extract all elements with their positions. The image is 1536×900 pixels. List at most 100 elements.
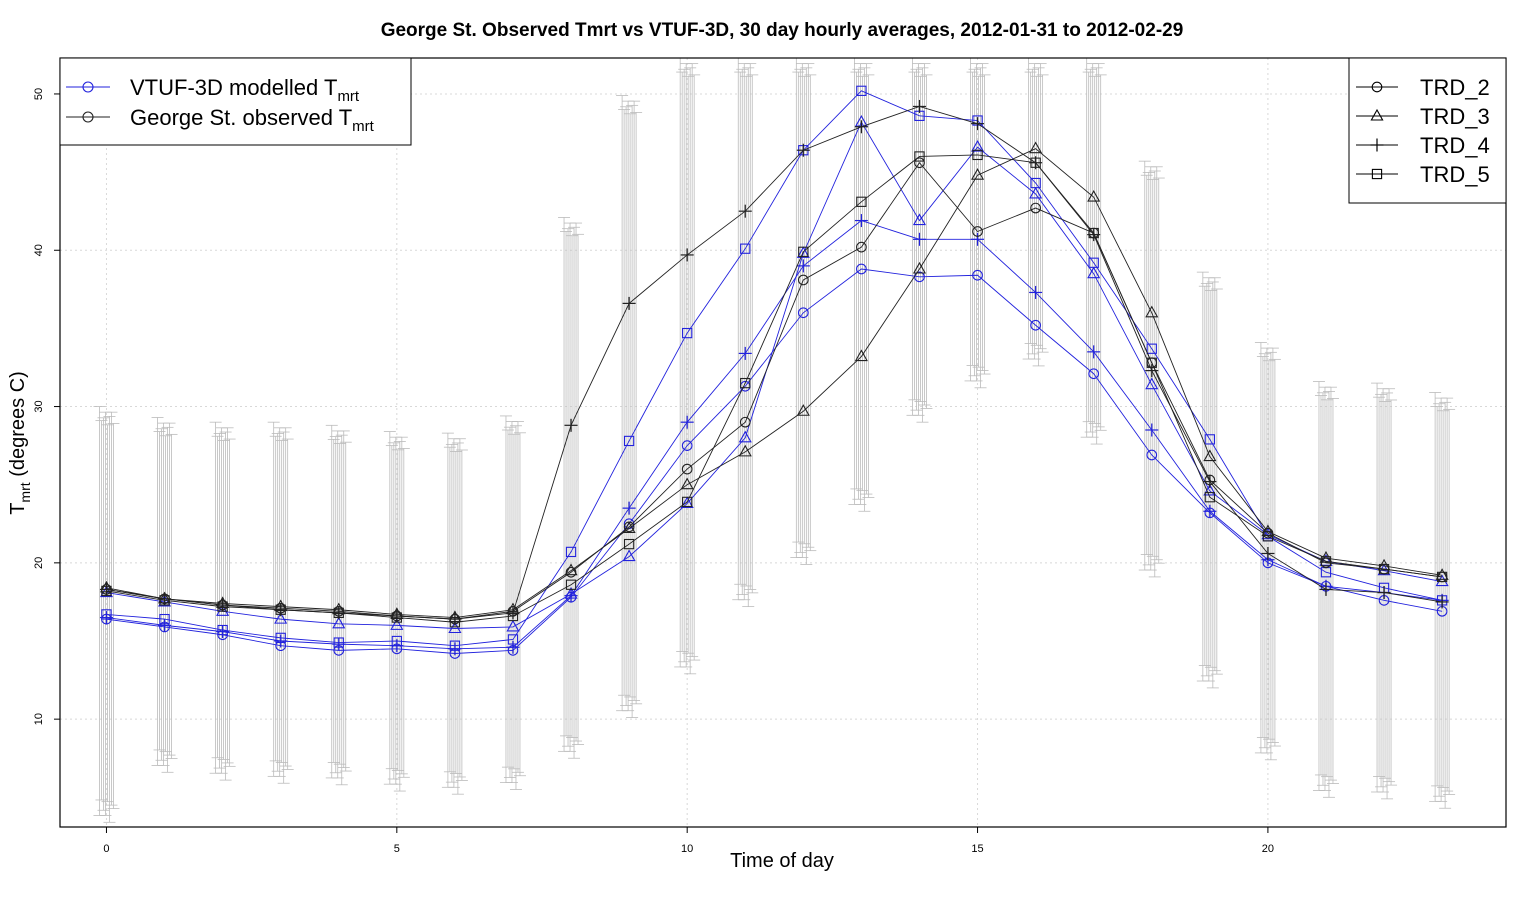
data-point-circle [972, 269, 983, 281]
data-point-square [740, 377, 751, 389]
data-point-triangle [1145, 305, 1159, 318]
data-point-square [565, 579, 577, 590]
data-point-plus [854, 214, 868, 228]
data-point-plus [564, 589, 578, 603]
legend-site-label: TRD_3 [1420, 104, 1490, 129]
legend-site-entry: TRD_2 [1356, 75, 1490, 100]
legend-source-label: VTUF-3D modelled Tmrt [130, 75, 360, 105]
data-point-triangle [1261, 524, 1275, 537]
data-point-triangle [506, 619, 520, 632]
data-point-square [391, 635, 402, 647]
legend-circle-marker [82, 81, 94, 93]
data-point-triangle [738, 430, 752, 443]
grid [60, 58, 1506, 827]
data-point-triangle [448, 621, 462, 634]
series-observed-trd5 [101, 149, 1448, 628]
series-observed-trd2 [101, 157, 1448, 625]
data-point-circle [681, 463, 693, 475]
data-point-triangle [216, 604, 230, 616]
legend-source-label: George St. observed Tmrt [130, 105, 375, 135]
data-point-circle [1030, 319, 1041, 331]
data-point-triangle [1029, 141, 1043, 154]
data-point-plus [912, 232, 926, 246]
data-point-square [1030, 157, 1041, 168]
data-point-plus [1261, 546, 1275, 560]
data-point-square [682, 327, 693, 339]
x-tick-label: 10 [681, 843, 693, 855]
y-tick-label: 20 [33, 557, 45, 569]
data-point-triangle [680, 496, 694, 509]
series-modelled-trd3 [99, 114, 1449, 634]
data-point-circle [681, 440, 693, 451]
data-point-square [740, 243, 751, 254]
legend-marker-square [1371, 168, 1383, 180]
data-point-square [275, 604, 286, 615]
data-point-square [1088, 257, 1099, 268]
series-line [106, 161, 1443, 620]
data-point-circle [797, 307, 809, 319]
data-point-triangle [622, 549, 636, 562]
x-tick-label: 20 [1262, 843, 1274, 855]
legend-marker-circle [1371, 81, 1383, 93]
series-layer [99, 85, 1449, 659]
data-point-square [856, 196, 867, 207]
series-line [106, 148, 1443, 619]
data-point-square [1088, 227, 1099, 239]
x-axis-title: Time of day [730, 850, 834, 872]
data-point-triangle [1435, 568, 1449, 580]
data-point-circle [856, 241, 867, 253]
data-point-square [449, 640, 461, 651]
data-point-plus [680, 415, 694, 429]
data-point-plus [971, 117, 985, 131]
data-point-square [798, 246, 809, 257]
data-point-plus [680, 248, 694, 262]
data-point-plus [1029, 285, 1043, 299]
data-point-triangle [912, 213, 927, 226]
series-modelled-trd5 [101, 85, 1448, 651]
data-point-triangle [390, 618, 404, 630]
data-point-plus [1377, 586, 1391, 600]
data-point-square [1262, 531, 1274, 542]
data-point-square [682, 496, 693, 508]
data-point-square [1146, 343, 1157, 354]
data-point-triangle [971, 168, 985, 180]
data-point-square [449, 617, 461, 628]
data-point-plus [1087, 345, 1101, 359]
legend-site-entry: TRD_3 [1356, 104, 1490, 129]
legend-site-label: TRD_5 [1420, 162, 1490, 187]
data-point-square [914, 151, 925, 162]
legend-site-entry: TRD_5 [1356, 162, 1490, 187]
data-point-triangle [274, 611, 288, 624]
data-point-plus [1435, 595, 1449, 609]
data-point-plus [564, 418, 578, 432]
legend-marker-plus [1370, 138, 1384, 152]
data-point-plus [622, 501, 636, 515]
y-tick-label: 40 [33, 244, 45, 256]
data-point-plus [1203, 475, 1217, 489]
y-axis-title-main: T [7, 503, 29, 515]
legend-circle-marker [82, 111, 94, 123]
data-point-triangle [1087, 189, 1101, 202]
data-point-plus [796, 259, 810, 273]
y-tick-label: 30 [33, 400, 45, 412]
data-point-triangle [564, 563, 578, 576]
data-point-plus [912, 99, 926, 113]
data-point-plus [796, 143, 810, 157]
data-point-square [1204, 492, 1215, 503]
series-observed-trd4 [99, 99, 1449, 626]
series-observed-trd3 [99, 141, 1449, 623]
data-point-square [1204, 434, 1215, 445]
data-point-circle [1030, 202, 1041, 214]
data-point-square [1146, 357, 1157, 368]
data-point-square [623, 435, 635, 447]
data-point-triangle [332, 616, 346, 629]
series-modelled-trd2 [101, 263, 1448, 659]
data-point-triangle [854, 349, 868, 362]
data-point-square [333, 637, 344, 648]
series-line [106, 154, 1443, 623]
data-point-triangle [738, 444, 752, 457]
legend-site-label: TRD_2 [1420, 75, 1490, 100]
data-point-square [972, 149, 983, 161]
x-axis: 0 5 10 15 20 [103, 827, 1274, 855]
